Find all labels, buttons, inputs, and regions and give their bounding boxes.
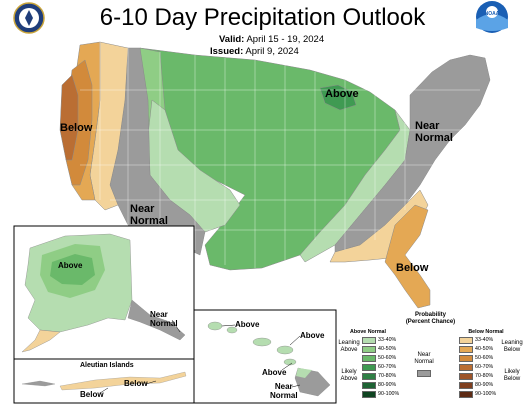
legend-below-swatch-1 [459,346,473,353]
legend-above-swatch-0 [362,337,376,344]
legend-below-row-1: 40-50% [459,346,499,354]
alaska-above-50 [50,254,95,285]
legend-above-swatch-6 [362,391,376,398]
conus-map [59,41,491,309]
legend-above-row-2: 50-60% [362,355,402,363]
hawaii-inset [193,309,337,404]
issued-date: Issued: April 9, 2024 [210,46,299,57]
label-near-normal-northeast: Near Normal [415,120,453,144]
label-aleutian-below-1: Below [80,390,104,399]
legend-below-range-0: 33-40% [475,337,494,343]
legend-below-row-4: 70-80% [459,373,499,381]
region-below-60-west [59,74,79,161]
department-of-commerce-seal-icon [13,2,45,34]
legend-above-swatch-1 [362,346,376,353]
legend-above-range-4: 70-80% [378,373,397,379]
legend-below-range-2: 50-60% [475,355,494,361]
label-hawaii-near-normal: Near Normal [270,382,298,400]
legend-below-swatch-5 [459,382,473,389]
legend-below-row-5: 80-90% [459,382,499,390]
legend-below-range-1: 40-50% [475,346,494,352]
legend-above-range-0: 33-40% [378,337,397,343]
noaa-logo-icon: NOAA [476,1,508,33]
legend-below-header: Below Normal [468,329,504,335]
issued-value: April 9, 2024 [245,46,299,57]
label-aleutian-below-2: Below [124,379,148,388]
legend-above-row-0: 33-40% [362,337,402,345]
legend-above-row-3: 60-70% [362,364,402,372]
legend-below-row-6: 90-100% [459,391,499,399]
legend-above-swatch-3 [362,364,376,371]
legend-above-range-6: 90-100% [378,391,400,397]
legend-likely-above: Likely Above [340,369,358,382]
legend-below-row-2: 50-60% [459,355,499,363]
legend-below-swatch-3 [459,364,473,371]
label-near-normal-alaska: Near Normal [150,310,178,328]
page-title: 6-10 Day Precipitation Outlook [99,4,426,31]
aleutian-inset [13,358,195,404]
legend-below-range-4: 70-80% [475,373,494,379]
label-above-great-lakes: Above [325,88,359,100]
legend-near-normal: Near Normal [414,352,434,365]
legend-below-swatch-4 [459,373,473,380]
legend-above-range-5: 80-90% [378,382,397,388]
alaska-near [127,299,186,341]
svg-text:NOAA: NOAA [485,11,500,17]
label-hawaii-above-2: Above [300,331,325,340]
legend-below-swatch-6 [459,391,473,398]
legend-below-row-3: 60-70% [459,364,499,372]
label-aleutian-islands: Aleutian Islands [80,362,134,369]
legend: Probability (Percent Chance) Above Norma… [338,312,523,404]
legend-above-row-4: 70-80% [362,373,402,381]
legend-above-swatch-2 [362,355,376,362]
legend-above-swatch-5 [362,382,376,389]
legend-likely-below: Likely Below [503,369,521,382]
legend-below-range-6: 90-100% [475,391,497,397]
label-near-normal-southwest: Near Normal [130,203,168,227]
legend-above-range-2: 50-60% [378,355,397,361]
legend-below-range-3: 60-70% [475,364,494,370]
legend-leaning-above: Leaning Above [338,340,360,353]
label-hawaii-above-3: Above [262,368,287,377]
legend-above-range-3: 60-70% [378,364,397,370]
legend-below-swatch-2 [459,355,473,362]
alaska-below [21,329,61,353]
label-above-alaska: Above [58,261,83,270]
valid-date: Valid: April 15 - 19, 2024 [219,34,324,45]
alaska-inset [13,225,195,360]
region-below-40-se [384,204,431,309]
legend-leaning-below: Leaning Below [501,340,523,353]
legend-above-row-1: 40-50% [362,346,402,354]
legend-below-row-0: 33-40% [459,337,499,345]
legend-above-range-1: 40-50% [378,346,397,352]
label-hawaii-above-1: Above [235,320,260,329]
valid-label: Valid: [219,34,245,45]
legend-above-row-6: 90-100% [362,391,402,399]
legend-above-row-5: 80-90% [362,382,402,390]
label-below-west: Below [60,122,93,134]
region-above-60-lakes [319,84,357,111]
region-near-northeast [334,54,491,253]
legend-above-header: Above Normal [350,329,386,335]
legend-below-range-5: 80-90% [475,382,494,388]
legend-above-swatch-4 [362,373,376,380]
label-below-southeast: Below [396,262,429,274]
legend-near-swatch [417,370,431,377]
issued-label: Issued: [210,46,244,57]
legend-below-swatch-0 [459,337,473,344]
legend-title: Probability (Percent Chance) [405,312,456,325]
valid-value: April 15 - 19, 2024 [246,34,325,45]
